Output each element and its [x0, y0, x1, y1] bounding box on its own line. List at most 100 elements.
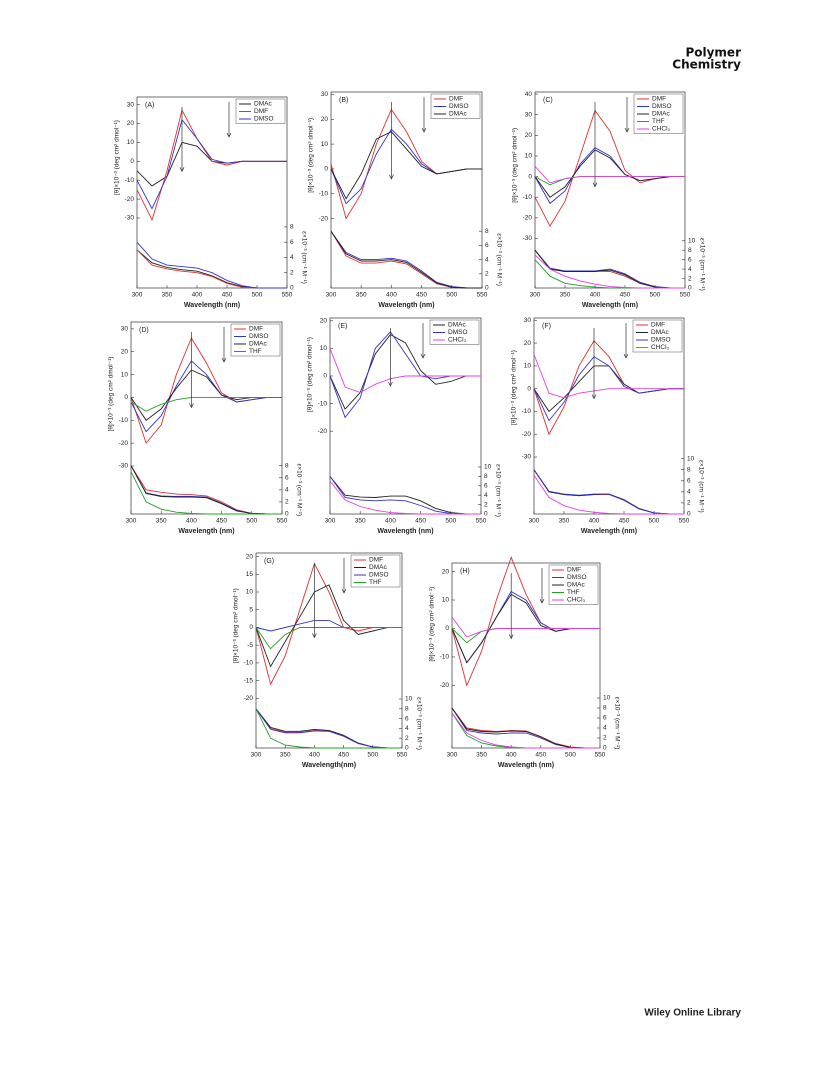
x-tick-label: 450 — [415, 518, 426, 525]
uv-curve — [329, 476, 481, 515]
y2-tick-label: 6 — [405, 715, 409, 722]
trend-arrowhead — [508, 634, 514, 640]
y-tick-label: -20 — [125, 196, 135, 203]
uv-curve — [255, 708, 402, 749]
y-tick-label: 20 — [525, 132, 533, 139]
trend-arrowhead — [341, 588, 347, 594]
y-axis-label: [θ]×10⁻³ (deg cm² dmol⁻¹) — [108, 357, 115, 432]
x-tick-label: 500 — [252, 292, 263, 299]
uv-curve — [533, 469, 684, 515]
legend-label: DMF — [652, 96, 666, 103]
x-axis-label: Wavelength (nm) — [498, 762, 554, 769]
panel-label: (H) — [460, 568, 470, 575]
x-tick-label: 450 — [338, 752, 349, 759]
x-tick-label: 350 — [559, 518, 570, 525]
legend-label: CHCl₃ — [567, 597, 586, 604]
x-tick-label: 400 — [192, 292, 203, 299]
x-tick-label: 400 — [386, 292, 397, 299]
y-tick-label: 20 — [442, 568, 450, 575]
legend-label: DMAc — [449, 111, 467, 118]
y-tick-label: 0 — [528, 173, 532, 180]
uv-curve — [533, 469, 684, 515]
cd-curve — [533, 354, 684, 399]
legend-label: DMSO — [449, 103, 469, 110]
x-tick-label: 400 — [385, 518, 396, 525]
y2-tick-label: 2 — [484, 501, 488, 508]
x-axis-label: Wavelength (nm) — [184, 302, 240, 309]
y-tick-label: -30 — [125, 215, 135, 222]
panel-label: (E) — [338, 323, 347, 330]
uv-curve — [330, 230, 482, 289]
y-tick-label: 10 — [246, 589, 254, 596]
y2-tick-label: 0 — [484, 511, 488, 518]
panel-label: (G) — [264, 558, 274, 565]
legend-box — [230, 323, 281, 357]
cd-curve — [534, 165, 685, 184]
uv-curve — [136, 249, 287, 289]
y2-tick-label: 8 — [405, 706, 409, 713]
trend-arrowhead — [226, 132, 232, 138]
y2-tick-label: 4 — [687, 489, 691, 496]
trend-arrowhead — [312, 633, 317, 639]
x-tick-label: 550 — [477, 292, 488, 299]
uv-curve — [329, 476, 481, 515]
x-tick-label: 300 — [325, 518, 336, 525]
y-tick-label: 0 — [124, 394, 128, 401]
uv-curve — [534, 259, 685, 289]
journal-name: Polymer — [685, 46, 741, 60]
legend-label: CHCl₃ — [652, 126, 671, 133]
y-tick-label: -10 — [318, 400, 328, 407]
y-tick-label: 10 — [525, 153, 533, 160]
x-tick-label: 350 — [162, 292, 173, 299]
y-tick-label: 10 — [321, 141, 329, 148]
legend-label: DMSO — [369, 572, 389, 579]
y-tick-label: 0 — [323, 373, 327, 380]
x-tick-label: 300 — [326, 292, 337, 299]
y2-axis-label: ε×10⁻³ (cm⁻¹ M⁻¹) — [495, 233, 502, 286]
x-tick-label: 300 — [132, 292, 143, 299]
legend-label: DMF — [567, 567, 581, 574]
x-tick-label: 400 — [589, 518, 600, 525]
panel-label: (B) — [339, 97, 348, 104]
cd-curve — [330, 128, 482, 205]
y2-tick-label: 0 — [405, 745, 409, 752]
uv-curve — [130, 465, 282, 515]
uv-curve — [130, 465, 282, 515]
trend-arrowhead — [420, 353, 426, 359]
y2-tick-label: 2 — [485, 271, 489, 278]
y-tick-label: 20 — [246, 553, 254, 560]
x-tick-label: 400 — [506, 752, 517, 759]
y2-tick-label: 2 — [290, 269, 294, 276]
uv-curve — [130, 471, 282, 515]
trend-arrowhead — [388, 381, 393, 387]
x-tick-label: 300 — [530, 292, 541, 299]
legend-label: DMSO — [567, 574, 587, 581]
legend-label: DMAc — [249, 341, 267, 348]
trend-arrowhead — [389, 174, 394, 180]
legend-box — [429, 319, 480, 345]
cd-curve — [136, 118, 287, 210]
x-tick-label: 450 — [216, 518, 227, 525]
x-tick-label: 350 — [280, 752, 291, 759]
trend-arrowhead — [539, 598, 545, 604]
uv-curve — [534, 249, 685, 289]
y2-axis-label: ε×10⁻³ (cm⁻¹ M⁻¹) — [494, 464, 501, 517]
cd-curve — [330, 108, 482, 220]
x-tick-label: 300 — [447, 752, 458, 759]
y2-tick-label: 10 — [603, 695, 611, 702]
legend-label: DMAc — [567, 582, 585, 589]
y-tick-label: -20 — [523, 215, 533, 222]
y-tick-label: -10 — [119, 417, 129, 424]
x-tick-label: 300 — [126, 518, 137, 525]
y2-tick-label: 2 — [285, 499, 289, 506]
cd-curve — [330, 131, 482, 200]
journal-name: Chemistry — [672, 58, 741, 72]
uv-curve — [533, 469, 684, 515]
y-tick-label: 30 — [321, 91, 329, 98]
y2-tick-label: 8 — [687, 466, 691, 473]
x-tick-label: 350 — [476, 752, 487, 759]
legend-box — [632, 319, 683, 353]
x-axis-label: Wavelength (nm) — [178, 528, 234, 535]
legend-label: CHCl₃ — [651, 344, 670, 351]
